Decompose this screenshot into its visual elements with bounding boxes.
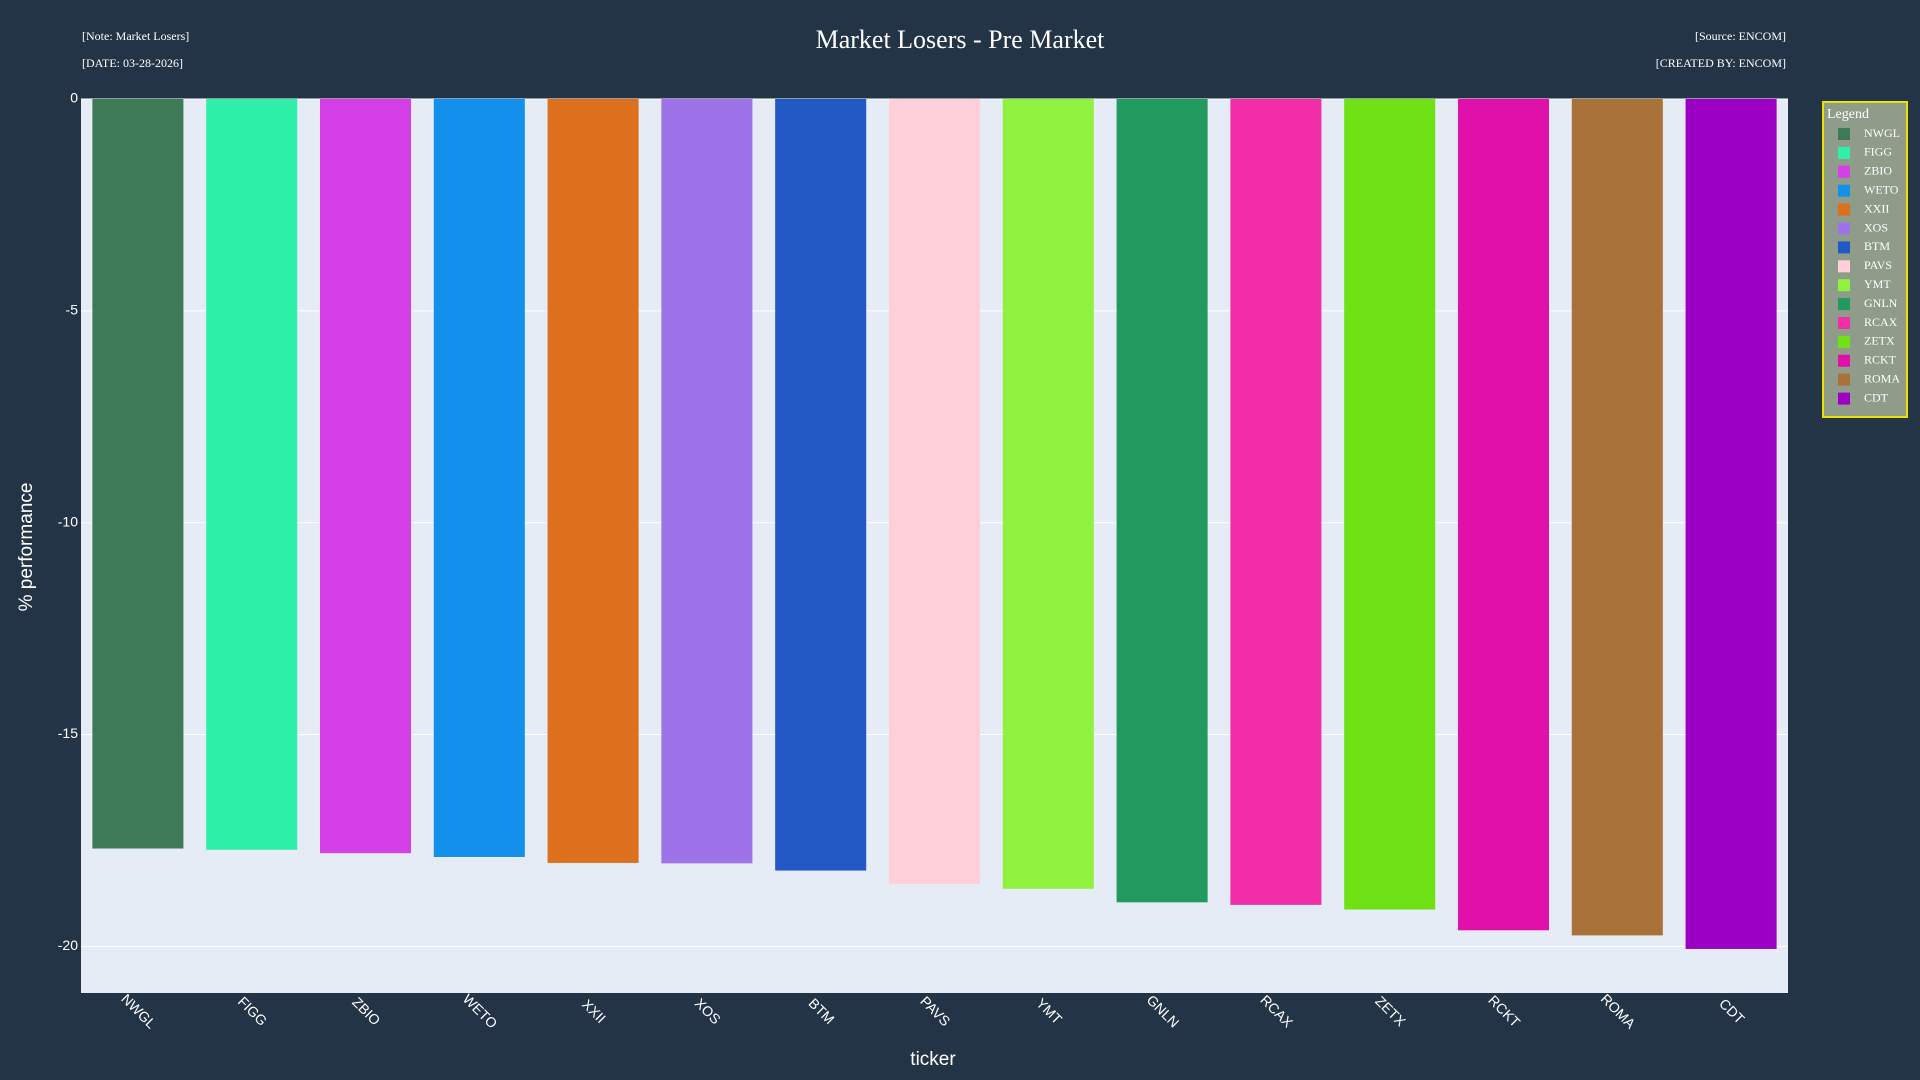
- legend-swatch: [1838, 354, 1850, 367]
- legend-label: CDT: [1864, 390, 1889, 404]
- legend-label: BTM: [1864, 239, 1890, 253]
- bar: [1116, 99, 1208, 903]
- y-tick-label: -5: [66, 302, 79, 318]
- legend-swatch: [1838, 298, 1850, 311]
- legend-swatch: [1838, 373, 1850, 386]
- legend: Legend NWGL FIGG ZBIO WETO XXII XOS BTM PAVS YMT…: [1822, 101, 1908, 418]
- legend-swatch: [1838, 165, 1850, 178]
- legend-swatch: [1838, 203, 1850, 216]
- legend-label: NWGL: [1864, 126, 1900, 140]
- bar: [206, 99, 298, 850]
- legend-swatch: [1838, 279, 1850, 292]
- bar: [547, 99, 639, 863]
- date: [DATE: 03-28-2026]: [82, 56, 183, 70]
- legend-swatch: [1838, 392, 1850, 405]
- bar: [92, 99, 184, 849]
- legend-swatch: [1838, 260, 1850, 273]
- bar: [319, 99, 412, 854]
- x-axis-title: ticker: [910, 1049, 956, 1070]
- note: [Note: Market Losers]: [82, 29, 189, 43]
- legend-label: FIGG: [1864, 145, 1892, 159]
- legend-label: ZBIO: [1864, 164, 1892, 178]
- y-tick-label: -10: [58, 513, 78, 529]
- legend-swatch: [1838, 335, 1850, 348]
- legend-swatch: [1838, 222, 1850, 235]
- y-axis-title: % performance: [16, 483, 37, 612]
- legend-swatch: [1838, 317, 1850, 329]
- legend-label: RCKT: [1864, 353, 1897, 367]
- bar: [1230, 99, 1322, 905]
- legend-label: XOS: [1864, 220, 1888, 234]
- bar: [1571, 99, 1663, 936]
- legend-label: PAVS: [1864, 258, 1892, 272]
- legend-swatch: [1838, 128, 1850, 140]
- legend-box: [1822, 101, 1908, 418]
- legend-label: XXII: [1864, 201, 1889, 215]
- bar: [1002, 99, 1094, 889]
- legend-label: ZETX: [1864, 334, 1895, 348]
- legend-swatch: [1838, 241, 1850, 254]
- bar: [1685, 99, 1777, 949]
- bar: [775, 99, 867, 871]
- y-tick-label: -20: [58, 937, 78, 953]
- legend-label: ROMA: [1864, 371, 1900, 385]
- chart-title: Market Losers - Pre Market: [816, 25, 1106, 54]
- bar: [433, 99, 525, 857]
- y-tick-label: -15: [58, 725, 78, 741]
- bar: [1344, 99, 1436, 910]
- legend-label: WETO: [1864, 182, 1899, 196]
- bar: [661, 99, 753, 864]
- legend-label: RCAX: [1864, 315, 1898, 329]
- created-by: [CREATED BY: ENCOM]: [1656, 56, 1786, 70]
- bar: [888, 99, 981, 885]
- legend-label: YMT: [1864, 277, 1891, 291]
- legend-title: Legend: [1827, 107, 1869, 122]
- legend-label: GNLN: [1864, 296, 1898, 310]
- legend-swatch: [1838, 184, 1850, 197]
- legend-swatch: [1838, 146, 1850, 159]
- source: [Source: ENCOM]: [1695, 29, 1786, 43]
- y-tick-label: 0: [70, 90, 78, 106]
- bar: [1457, 99, 1550, 931]
